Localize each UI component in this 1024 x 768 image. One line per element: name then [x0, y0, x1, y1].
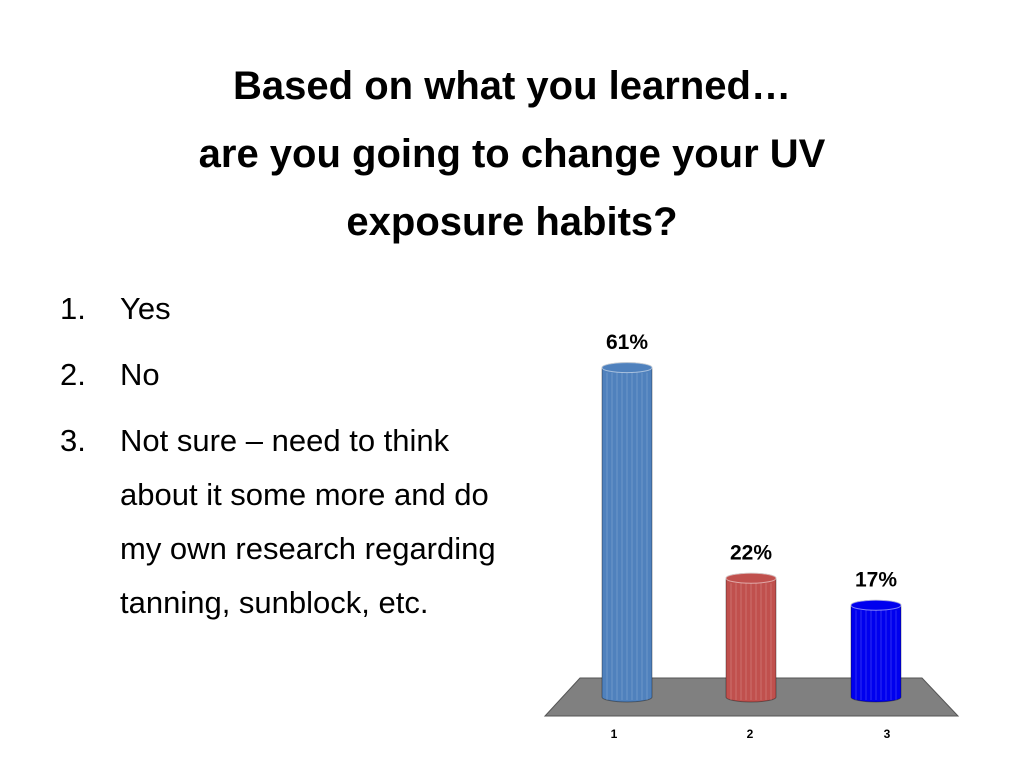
data-label: 22%: [730, 542, 772, 565]
item-number: 2.: [60, 357, 86, 392]
bar-cap: [850, 599, 902, 611]
list-item: 3. Not sure – need to think about it some…: [60, 414, 530, 630]
x-tick-label: 3: [884, 727, 891, 741]
slide-title: Based on what you learned… are you going …: [0, 52, 1024, 256]
item-number: 3.: [60, 423, 86, 458]
x-tick-label: 1: [611, 727, 618, 741]
bar-cap: [601, 362, 653, 374]
x-tick-label: 2: [747, 727, 754, 741]
item-number: 1.: [60, 291, 86, 326]
title-line: Based on what you learned…: [233, 64, 791, 108]
list-item: 2. No: [60, 348, 530, 402]
answer-list: 1. Yes 2. No 3. Not sure – need to think abou…: [60, 282, 530, 642]
title-line: are you going to change your UV: [198, 132, 826, 176]
list-item: 1. Yes: [60, 282, 530, 336]
item-text: Yes: [120, 291, 171, 326]
data-label: 17%: [855, 569, 897, 592]
title-line: exposure habits?: [346, 200, 678, 244]
item-text: Not sure – need to think about it some m…: [120, 423, 496, 620]
item-text: No: [120, 357, 160, 392]
data-label: 61%: [606, 331, 648, 354]
bar-cap: [725, 572, 777, 584]
